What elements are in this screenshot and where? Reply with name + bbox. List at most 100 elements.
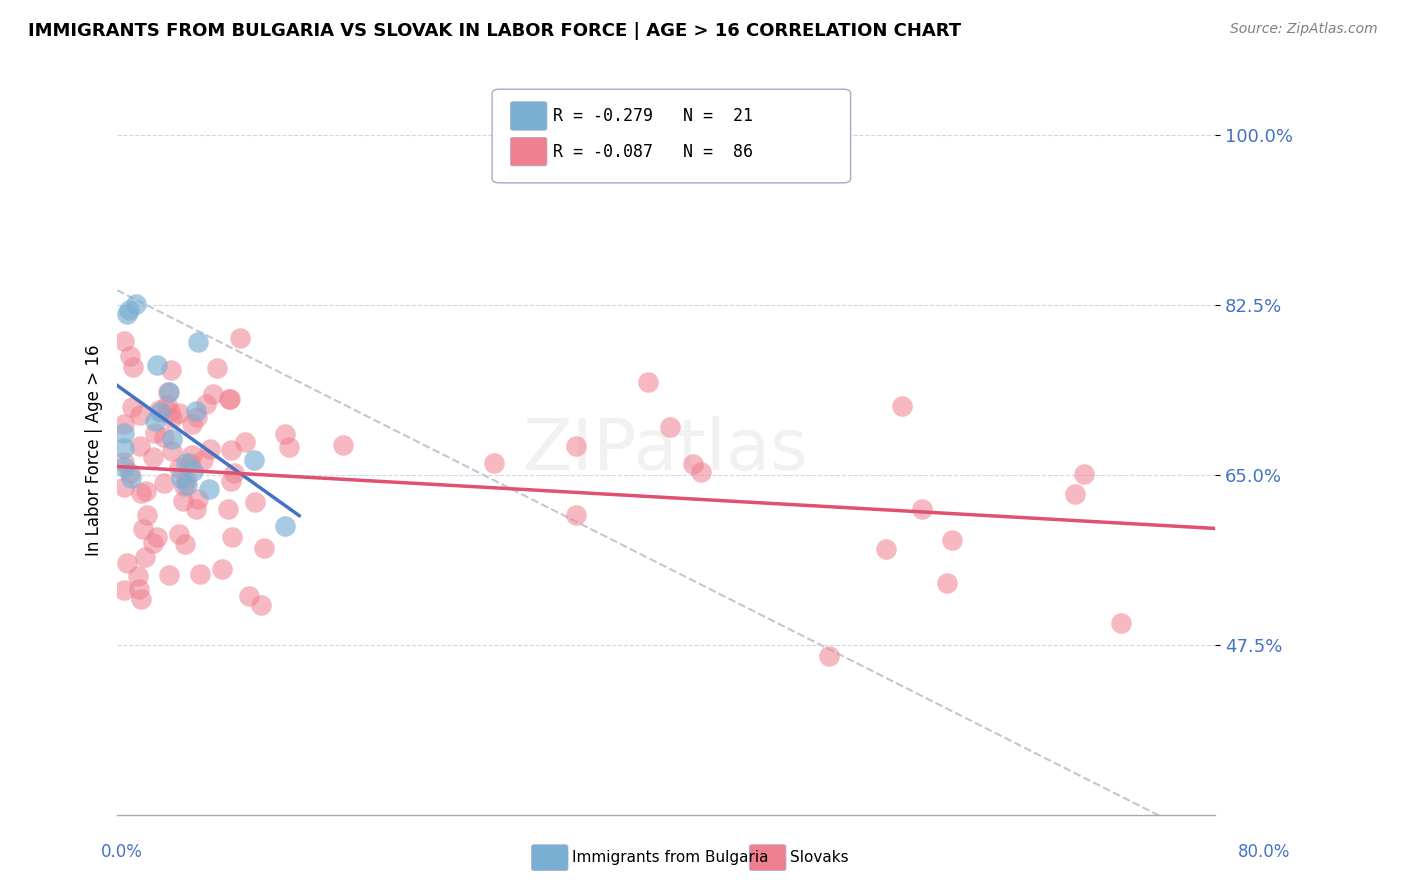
Point xyxy=(112,417,135,431)
Point xyxy=(221,531,243,545)
Point xyxy=(818,649,841,664)
Point xyxy=(129,486,152,500)
Point xyxy=(167,460,190,475)
Point xyxy=(332,438,354,452)
Point xyxy=(198,482,221,496)
Point xyxy=(233,434,256,449)
Point xyxy=(115,556,138,570)
Text: Immigrants from Bulgaria: Immigrants from Bulgaria xyxy=(572,850,769,864)
Point xyxy=(117,307,139,321)
Point xyxy=(941,533,963,547)
Text: 80.0%: 80.0% xyxy=(1239,843,1291,861)
Point xyxy=(173,479,195,493)
Point xyxy=(167,406,190,420)
Point xyxy=(112,480,135,494)
Point xyxy=(179,456,201,470)
Point xyxy=(159,405,181,419)
Point xyxy=(152,430,174,444)
Point xyxy=(245,495,267,509)
Point xyxy=(148,403,170,417)
Point xyxy=(132,522,155,536)
Point xyxy=(658,419,681,434)
Point xyxy=(181,449,204,463)
Point xyxy=(142,535,165,549)
Point xyxy=(274,427,297,442)
Y-axis label: In Labor Force | Age > 16: In Labor Force | Age > 16 xyxy=(86,344,103,557)
Point xyxy=(243,452,266,467)
Point xyxy=(143,414,166,428)
Point xyxy=(153,476,176,491)
Point xyxy=(157,384,180,399)
Point xyxy=(181,464,204,478)
Point xyxy=(180,417,202,432)
Point xyxy=(935,575,957,590)
Point xyxy=(127,569,149,583)
Point xyxy=(278,440,301,454)
Point xyxy=(205,360,228,375)
Text: IMMIGRANTS FROM BULGARIA VS SLOVAK IN LABOR FORCE | AGE > 16 CORRELATION CHART: IMMIGRANTS FROM BULGARIA VS SLOVAK IN LA… xyxy=(28,22,962,40)
Point xyxy=(218,392,240,406)
Point xyxy=(565,508,588,522)
Point xyxy=(157,384,180,399)
Point xyxy=(637,376,659,390)
Point xyxy=(1109,615,1132,630)
Point xyxy=(187,334,209,349)
Point xyxy=(910,502,932,516)
Point xyxy=(112,441,135,455)
Point xyxy=(188,566,211,581)
Text: R = -0.087   N =  86: R = -0.087 N = 86 xyxy=(553,143,752,161)
Point xyxy=(875,542,897,557)
Point xyxy=(211,562,233,576)
Point xyxy=(169,526,191,541)
Point xyxy=(229,331,252,345)
Point xyxy=(160,363,183,377)
Point xyxy=(145,358,167,372)
Point xyxy=(125,297,148,311)
Point xyxy=(128,582,150,596)
Point xyxy=(120,349,142,363)
Point xyxy=(565,439,588,453)
Point xyxy=(682,457,704,471)
Point xyxy=(172,494,194,508)
Point xyxy=(134,549,156,564)
Point xyxy=(219,474,242,488)
Point xyxy=(135,484,157,499)
Point xyxy=(690,465,713,479)
Point xyxy=(143,426,166,441)
Point xyxy=(121,400,143,414)
Point xyxy=(156,398,179,412)
Point xyxy=(174,536,197,550)
Point xyxy=(112,455,135,469)
Point xyxy=(1073,467,1095,481)
Point xyxy=(184,404,207,418)
Point xyxy=(142,450,165,464)
Point xyxy=(891,399,914,413)
Point xyxy=(217,502,239,516)
Text: ZIPatlas: ZIPatlas xyxy=(523,416,808,485)
Point xyxy=(191,453,214,467)
Point xyxy=(162,410,184,425)
Point xyxy=(274,519,297,533)
Point xyxy=(186,409,208,424)
Point xyxy=(129,592,152,607)
Point xyxy=(112,583,135,598)
Point xyxy=(174,473,197,487)
Point xyxy=(219,442,242,457)
Text: 0.0%: 0.0% xyxy=(101,843,143,861)
Point xyxy=(176,478,198,492)
Point xyxy=(157,568,180,582)
Text: Source: ZipAtlas.com: Source: ZipAtlas.com xyxy=(1230,22,1378,37)
Point xyxy=(160,444,183,458)
Point xyxy=(238,590,260,604)
Point xyxy=(128,439,150,453)
Point xyxy=(198,442,221,456)
Point xyxy=(184,501,207,516)
Point xyxy=(169,471,191,485)
Point xyxy=(146,530,169,544)
Point xyxy=(482,456,505,470)
Point xyxy=(174,456,197,470)
Point xyxy=(118,303,141,318)
Point xyxy=(118,466,141,480)
Point xyxy=(218,392,240,406)
Point xyxy=(149,405,172,419)
